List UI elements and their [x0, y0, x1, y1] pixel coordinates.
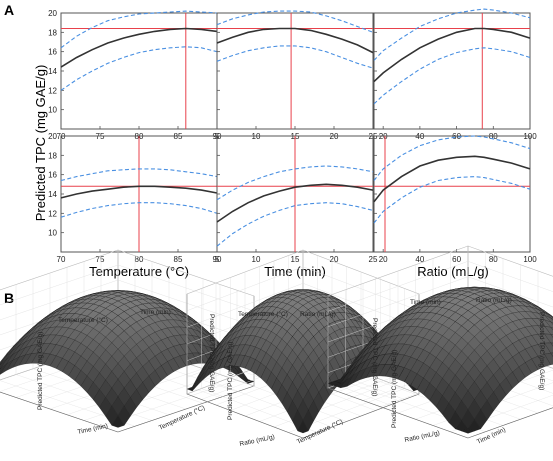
ci-upper-line	[373, 135, 531, 181]
y-tick-label: 16	[48, 48, 57, 57]
surface-facet	[111, 415, 125, 428]
x-tick-label: 80	[489, 255, 498, 264]
plot-frame	[373, 12, 531, 130]
surface-2-top-right-label: Ratio (mL/g)	[300, 311, 336, 318]
y-tick-label: 18	[48, 151, 57, 160]
ci-lower-line	[216, 45, 374, 69]
surface-3	[327, 245, 553, 439]
wall-grid-line	[327, 261, 553, 312]
x-tick-label: 100	[523, 255, 537, 264]
y-axis	[327, 387, 469, 439]
ci-upper-line	[216, 10, 374, 33]
plot-frame	[373, 135, 531, 253]
y-tick-label: 20	[48, 9, 57, 18]
fit-line	[60, 185, 218, 199]
surface-3-zlabel-left: Predicted TPC (mg GAE/g)	[391, 350, 398, 428]
fit-line	[216, 183, 374, 223]
ci-lower-line	[373, 47, 531, 105]
surface-1-zlabel-right: Predicted TPC (mg GAE/g)	[208, 314, 215, 392]
surface-1-bottom-left-label: Time (min)	[77, 423, 109, 436]
fit-line	[60, 27, 218, 68]
panel-a-ylabel: Predicted TPC (mg GAE/g)	[33, 65, 48, 222]
plot-frame	[60, 12, 218, 130]
profile-3: 20 40 60 80 100	[373, 8, 537, 141]
panel-b-label: B	[4, 290, 14, 306]
x-axis	[302, 393, 420, 439]
y-axis	[186, 393, 304, 439]
surface-facet	[297, 420, 309, 434]
wall-grid-line	[0, 279, 255, 327]
surface-1-top-right-label: Time (min)	[140, 309, 171, 316]
profile-6: 20 40 60 80 100	[373, 135, 537, 264]
x-tick-label: 75	[96, 255, 105, 264]
profile-2: 5 10 15 20 25	[215, 10, 378, 141]
x-tick-label: 40	[415, 255, 424, 264]
surface-3-top-left-label: Time (min)	[410, 299, 441, 306]
x-axis	[467, 407, 553, 439]
ci-lower-line	[60, 202, 218, 218]
fit-line	[373, 155, 531, 203]
wall-grid-line	[327, 276, 553, 327]
ci-upper-line	[373, 8, 531, 61]
x-tick-label: 90	[213, 255, 222, 264]
surface-3-zlabel-right: Predicted TPC (mg GAE/g)	[538, 312, 545, 390]
x-axis	[117, 385, 255, 433]
y-tick-label: 14	[48, 67, 57, 76]
surface-1-top-left-label: Temperature (°C)	[58, 316, 108, 324]
panel-a-label: A	[4, 2, 14, 18]
wall-grid-line	[0, 264, 255, 312]
x-tick-label: 5	[215, 255, 220, 264]
surface-2-zlabel-right: Predicted TPC (mg GAE/g)	[371, 318, 378, 396]
x-tick-label: 20	[379, 255, 388, 264]
response-surfaces	[0, 245, 553, 439]
ci-upper-line	[60, 10, 218, 49]
y-tick-label: 18	[48, 28, 57, 37]
xlabel-temperature: Temperature (°C)	[89, 264, 189, 279]
x-tick-label: 15	[291, 255, 300, 264]
ci-lower-line	[373, 176, 531, 224]
surface-1-zlabel-left: Predicted TPC (mg GAE/g)	[37, 332, 44, 410]
y-tick-label: 12	[48, 86, 57, 95]
x-tick-label: 70	[57, 255, 66, 264]
x-tick-label: 80	[135, 255, 144, 264]
y-tick-label: 10	[48, 229, 57, 238]
profile-4: 10 12 14 16 18 20 70 75 80 85 90	[48, 132, 222, 264]
surface-2-top-left-label: Temperature (°C)	[238, 310, 288, 318]
ci-upper-line	[216, 165, 374, 201]
y-tick-label: 16	[48, 171, 57, 180]
surface-facet	[461, 428, 475, 434]
x-tick-label: 60	[452, 255, 461, 264]
surface-1	[0, 249, 255, 433]
fit-line	[373, 27, 531, 83]
xlabel-time: Time (min)	[264, 264, 326, 279]
xlabel-ratio: Ratio (mL/g)	[417, 264, 489, 279]
surface-3-top-right-label: Ratio (mL/g)	[476, 297, 512, 304]
y-tick-label: 20	[48, 132, 57, 141]
surface-2-zlabel-left: Predicted TPC (mg GAE/g)	[227, 342, 234, 420]
x-tick-label: 25	[369, 255, 378, 264]
plot-frame	[216, 12, 374, 130]
surface-3-bottom-left-label: Ratio (mL/g)	[404, 430, 440, 444]
y-tick-label: 12	[48, 209, 57, 218]
y-tick-label: 10	[48, 106, 57, 115]
x-tick-label: 85	[174, 255, 183, 264]
x-tick-label: 20	[330, 255, 339, 264]
profile-5: 5 10 15 20 25	[215, 135, 378, 264]
fit-line	[216, 27, 374, 54]
y-axis	[0, 391, 119, 433]
ci-upper-line	[60, 168, 218, 182]
surface-2-bottom-left-label: Ratio (mL/g)	[239, 434, 275, 448]
ci-lower-line	[60, 46, 218, 91]
y-tick-label: 14	[48, 190, 57, 199]
x-tick-label: 10	[252, 255, 261, 264]
